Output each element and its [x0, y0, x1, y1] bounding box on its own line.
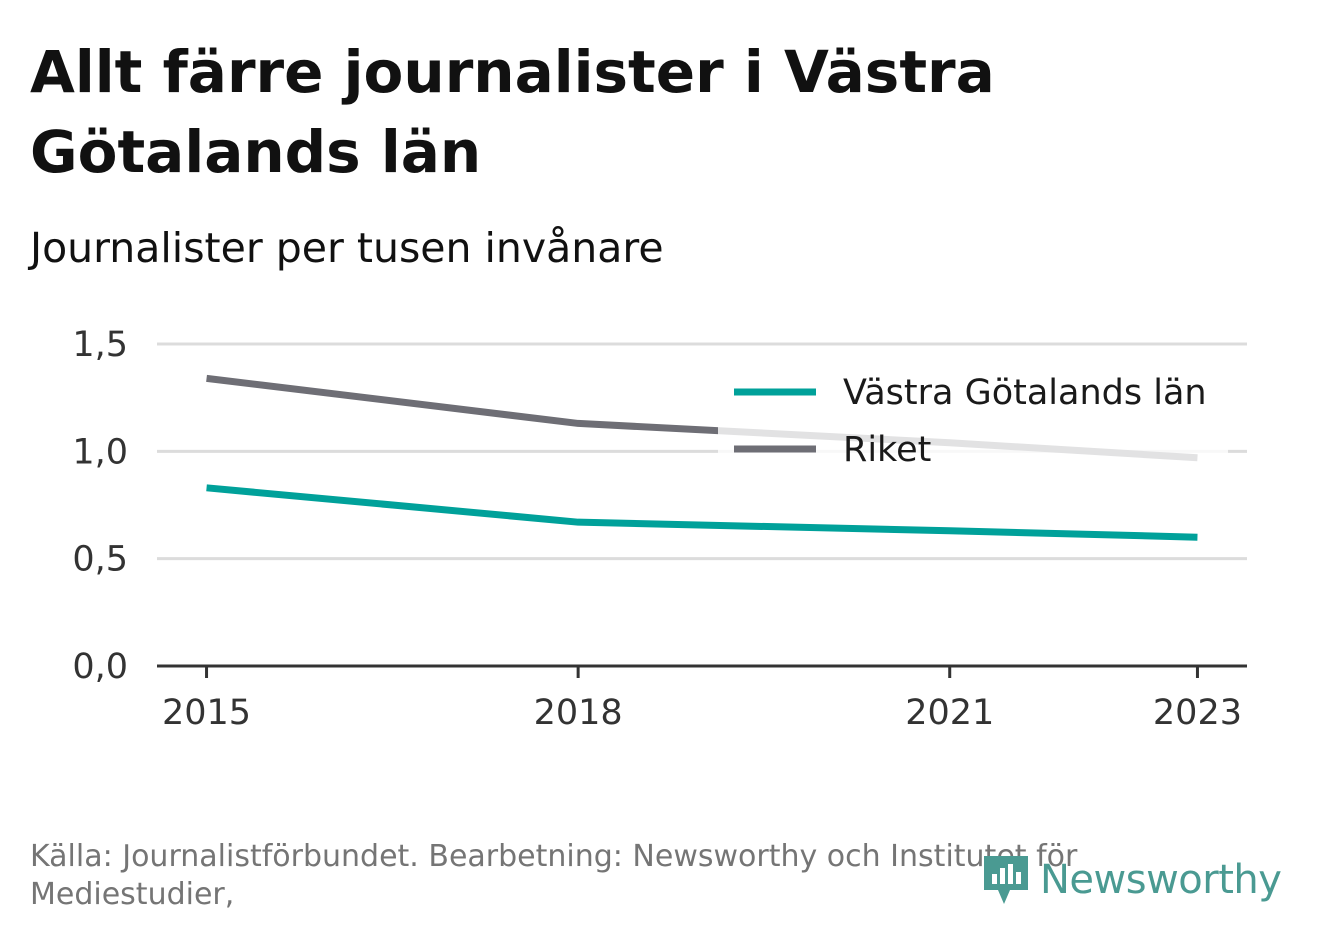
newsworthy-logo: Newsworthy	[980, 850, 1282, 910]
x-tick-label: 2023	[1153, 693, 1242, 733]
x-tick-label: 2021	[905, 693, 994, 733]
legend-label: Västra Götalands län	[843, 373, 1207, 413]
y-tick-label: 0,0	[72, 647, 128, 687]
x-tick-label: 2018	[534, 693, 623, 733]
axes: 0,0 0,5 1,0 1,5 2015 2018 2021 2023	[72, 325, 1247, 733]
logo-text: Newsworthy	[1040, 857, 1282, 903]
source-note: Källa: Journalistförbundet. Bearbetning:…	[30, 839, 1078, 912]
chart-subtitle: Journalister per tusen invånare	[30, 224, 664, 272]
y-tick-label: 1,0	[72, 432, 128, 472]
legend-background	[718, 362, 1228, 474]
y-tick-label: 1,5	[72, 325, 128, 365]
newsworthy-logo-icon	[984, 856, 1028, 904]
legend-label: Riket	[843, 430, 931, 470]
legend: Västra Götalands län Riket	[718, 362, 1228, 474]
chart-title: Allt färre journalister i Västra Götalan…	[30, 38, 995, 186]
line-chart: 0,0 0,5 1,0 1,5 2015 2018 2021 2023 Västra Göta…	[72, 325, 1247, 733]
x-tick-label: 2015	[162, 693, 251, 733]
y-tick-label: 0,5	[72, 540, 128, 580]
series-line	[206, 484, 1198, 541]
